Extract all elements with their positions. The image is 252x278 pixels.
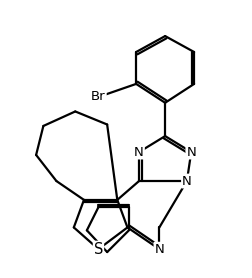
Text: N: N (134, 146, 144, 158)
Text: N: N (182, 175, 192, 188)
Text: S: S (94, 242, 103, 257)
Text: Br: Br (91, 90, 106, 103)
Text: N: N (154, 243, 164, 256)
Text: N: N (186, 146, 196, 158)
